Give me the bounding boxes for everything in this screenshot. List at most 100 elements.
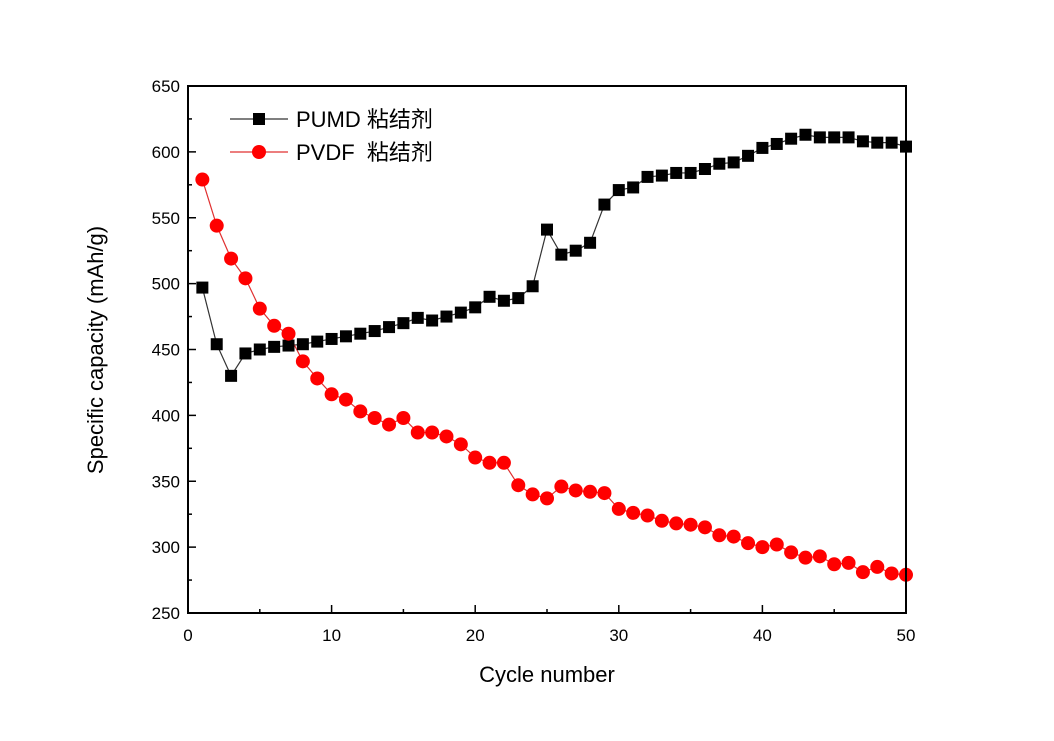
data-point-pvdf (396, 411, 411, 426)
data-point-pvdf (238, 271, 253, 286)
y-tick-label: 500 (152, 275, 180, 294)
data-point-pvdf (353, 404, 368, 419)
legend-label-pvdf: PVDF 粘结剂 (296, 140, 433, 165)
data-point-pvdf (310, 371, 325, 386)
series-line-1 (201, 179, 907, 576)
data-point-pvdf (769, 537, 784, 552)
data-point-pumd (397, 317, 410, 330)
data-point-pvdf (367, 411, 382, 426)
x-tick-label: 20 (466, 626, 485, 645)
data-point-pvdf (798, 550, 813, 565)
data-point-pumd (339, 330, 352, 343)
data-point-pvdf (597, 486, 612, 501)
data-point-pumd (454, 306, 467, 319)
data-point-pvdf (741, 536, 756, 551)
y-axis-label: Specific capacity (mAh/g) (83, 226, 108, 474)
data-point-pvdf (224, 251, 239, 266)
data-point-pvdf (683, 517, 698, 532)
data-point-pvdf (611, 501, 626, 516)
data-point-pumd (799, 128, 812, 141)
data-point-pumd (512, 292, 525, 305)
data-point-pvdf (827, 557, 842, 572)
data-point-pumd (684, 166, 697, 179)
data-point-pumd (713, 157, 726, 170)
y-tick-label: 350 (152, 472, 180, 491)
data-point-pumd (282, 339, 295, 352)
data-point-pumd (813, 131, 826, 144)
y-axis: 250 300 350 400 450 500 550 600 650 (152, 77, 196, 623)
data-point-pumd (842, 131, 855, 144)
series-lines (201, 134, 907, 576)
data-point-pvdf (338, 392, 353, 407)
data-point-pvdf (855, 565, 870, 580)
y-tick-label: 300 (152, 538, 180, 557)
x-tick-label: 40 (753, 626, 772, 645)
x-axis: 0 10 20 30 40 50 (183, 605, 915, 645)
x-tick-label: 0 (183, 626, 192, 645)
data-point-pvdf (511, 478, 526, 493)
data-point-pvdf (712, 528, 727, 543)
data-point-pumd (555, 248, 568, 261)
data-point-pvdf (726, 529, 741, 544)
data-point-pumd (196, 281, 209, 294)
data-point-pumd (670, 166, 683, 179)
data-point-pumd (541, 223, 553, 236)
data-point-pumd (497, 294, 510, 307)
y-tick-label: 600 (152, 143, 180, 162)
data-point-pvdf (410, 425, 425, 440)
data-point-pvdf (382, 417, 397, 432)
y-tick-label: 400 (152, 406, 180, 425)
data-point-pumd (627, 181, 640, 194)
data-point-pvdf (281, 326, 296, 341)
data-point-pvdf (841, 555, 856, 570)
data-point-pumd (296, 338, 309, 351)
data-point-pumd (311, 335, 324, 348)
data-point-pvdf (195, 172, 210, 187)
data-point-pumd (368, 325, 381, 338)
data-point-pumd (828, 131, 841, 144)
data-point-pumd (655, 169, 668, 182)
data-point-pumd (742, 149, 755, 162)
x-tick-label: 10 (322, 626, 341, 645)
data-point-pumd (756, 141, 769, 154)
data-point-pvdf (697, 520, 712, 535)
data-point-pvdf (784, 545, 799, 560)
y-tick-label: 650 (152, 77, 180, 96)
data-point-pumd (856, 135, 869, 148)
data-point-pvdf (812, 549, 827, 564)
data-point-pvdf (324, 387, 339, 402)
data-point-pumd (727, 156, 740, 169)
data-point-pvdf (654, 513, 669, 528)
data-point-pvdf (755, 540, 770, 555)
data-point-pumd (383, 321, 396, 334)
data-point-pumd (239, 347, 252, 360)
data-point-pumd (325, 332, 338, 345)
legend-circle-marker (252, 145, 266, 159)
data-point-pvdf (669, 516, 684, 531)
data-point-pumd (698, 163, 711, 176)
data-point-pumd (641, 170, 654, 183)
legend-item-pvdf: PVDF 粘结剂 (230, 140, 433, 165)
data-point-pvdf (870, 559, 885, 574)
y-tick-label: 550 (152, 209, 180, 228)
data-point-pvdf (453, 437, 468, 452)
data-point-pvdf (295, 354, 310, 369)
data-point-pvdf (482, 455, 497, 470)
series-markers (195, 128, 913, 582)
data-point-pumd (871, 136, 884, 149)
data-point-pumd (770, 137, 783, 150)
x-tick-label: 30 (609, 626, 628, 645)
data-point-pumd (584, 236, 597, 249)
data-point-pumd (411, 311, 424, 324)
data-point-pvdf (540, 491, 554, 506)
data-point-pvdf (267, 318, 282, 333)
legend-item-pumd: PUMD 粘结剂 (230, 107, 433, 132)
data-point-pvdf (209, 218, 224, 233)
data-point-pvdf (252, 301, 267, 316)
data-point-pvdf (525, 487, 540, 502)
data-point-pvdf (626, 505, 641, 520)
data-point-pvdf (640, 508, 655, 523)
y-tick-label: 250 (152, 604, 180, 623)
data-point-pumd (426, 314, 439, 327)
